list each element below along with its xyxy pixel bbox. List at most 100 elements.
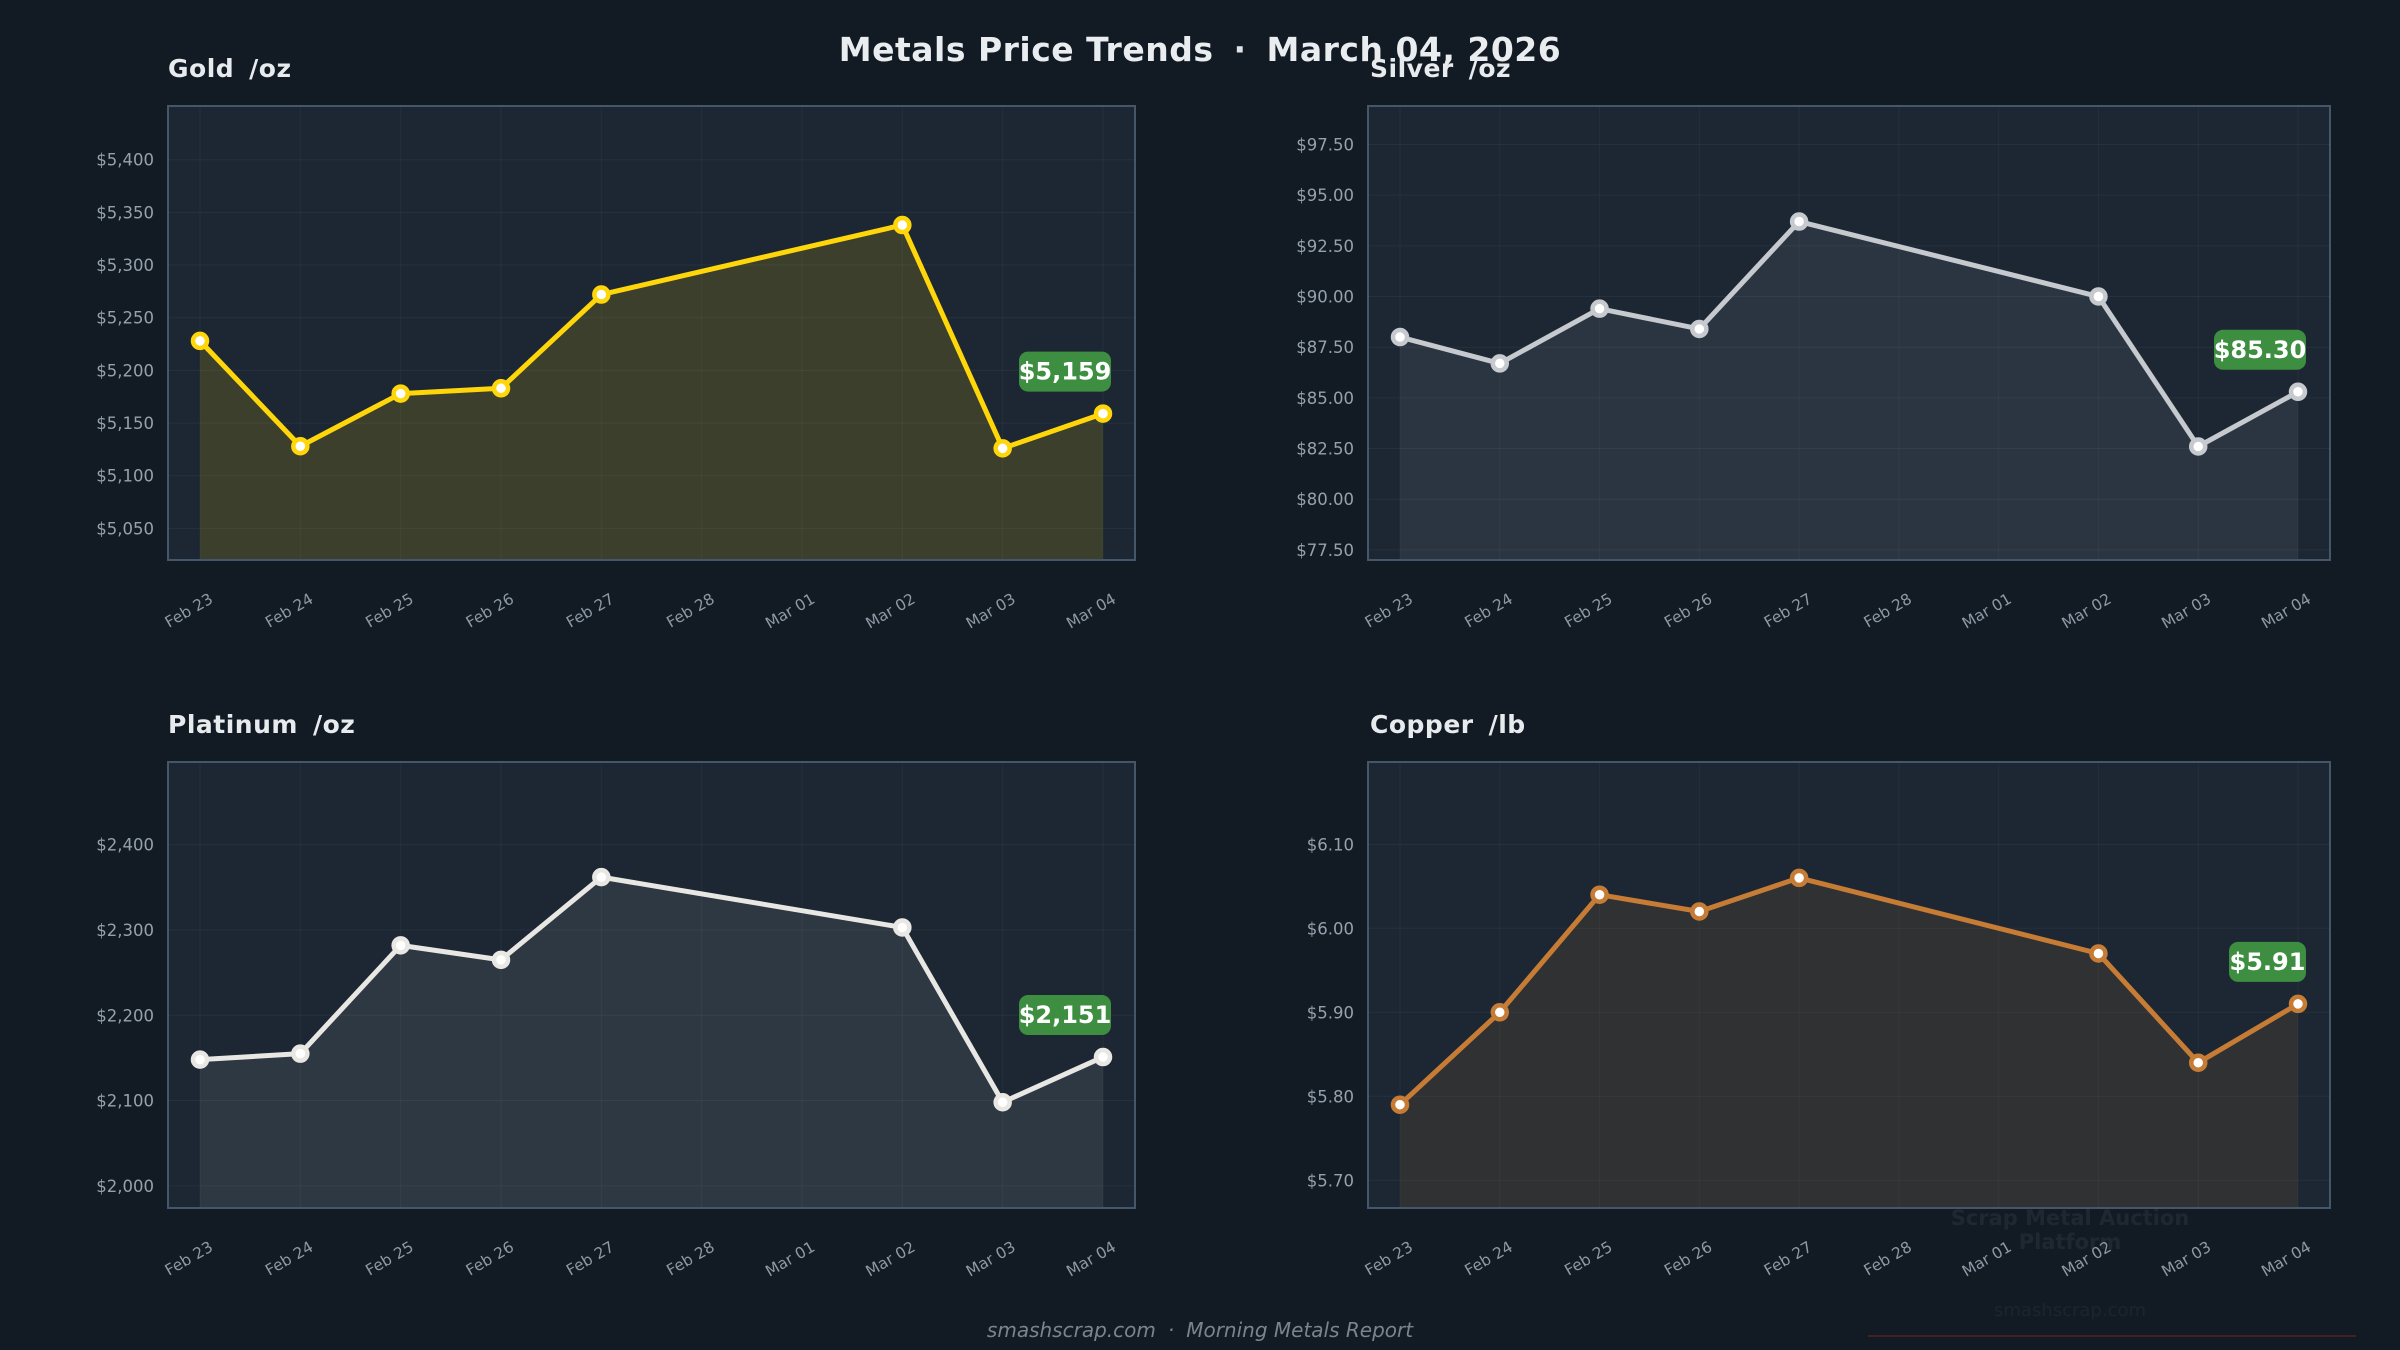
gold-x-tick-label: Mar 01 [762, 590, 818, 633]
page-footer: smashscrap.com · Morning Metals Report [0, 1318, 2400, 1342]
gold-data-point [491, 379, 511, 398]
silver-last-value-label: $85.30 [2214, 336, 2307, 364]
gold-x-tick-label: Feb 23 [162, 590, 216, 632]
copper-y-tick-label: $5.70 [1307, 1171, 1354, 1190]
gold-y-tick-label: $5,350 [96, 203, 154, 222]
copper-data-point [1390, 1095, 1410, 1114]
gold-data-point [291, 436, 310, 456]
silver-data-point [1690, 319, 1709, 339]
copper-plot-area [1367, 761, 2331, 1209]
gold-x-tick-label: Feb 25 [363, 590, 417, 632]
silver-last-value-badge [2214, 329, 2306, 370]
silver-y-tick-label: $90.00 [1296, 288, 1354, 307]
platinum-area-fill [200, 877, 1103, 1207]
silver-x-tick-label: Feb 24 [1462, 590, 1516, 632]
platinum-metal-unit: /oz [312, 710, 356, 739]
gold-area-fill [200, 225, 1103, 560]
footer-site: smashscrap.com [986, 1318, 1156, 1342]
copper-x-tick-label: Feb 23 [1362, 1238, 1416, 1280]
gold-y-tick-label: $5,300 [96, 256, 154, 275]
platinum-x-tick-label: Feb 26 [463, 1238, 517, 1280]
gold-y-tick-label: $5,150 [96, 414, 154, 433]
gold-plot-area [167, 105, 1136, 561]
platinum-plot-area [167, 761, 1136, 1209]
silver-y-tick-label: $82.50 [1296, 440, 1354, 459]
page-header: Metals Price Trends · March 04, 2026 [0, 30, 2400, 69]
gold-chart-title: Gold/oz [168, 54, 292, 83]
platinum-chart-title: Platinum/oz [168, 710, 355, 739]
title-separator: · [1233, 30, 1247, 69]
copper-y-tick-label: $5.90 [1307, 1003, 1354, 1022]
copper-data-point [1789, 868, 1809, 888]
gold-y-tick-label: $5,250 [96, 309, 154, 328]
gold-x-tick-label: Mar 04 [1063, 590, 1119, 633]
platinum-y-tick-label: $2,000 [96, 1177, 154, 1196]
copper-data-point [2288, 994, 2308, 1014]
silver-x-tick-label: Mar 04 [2258, 590, 2314, 633]
platinum-metal-name: Platinum [168, 710, 298, 739]
gold-x-tick-label: Feb 24 [262, 590, 316, 632]
copper-x-tick-label: Feb 24 [1462, 1238, 1516, 1280]
silver-y-tick-label: $92.50 [1296, 237, 1354, 256]
platinum-y-tick-label: $2,200 [96, 1006, 154, 1025]
platinum-y-tick-label: $2,400 [96, 836, 154, 855]
copper-area-fill [1400, 877, 2298, 1207]
silver-y-tick-label: $85.00 [1296, 389, 1354, 408]
copper-y-tick-label: $6.00 [1307, 919, 1354, 938]
platinum-x-tick-label: Feb 28 [664, 1238, 718, 1280]
watermark-platform-text: Scrap Metal Auction Platform [1950, 1206, 2190, 1254]
platinum-y-tick-label: $2,300 [96, 921, 154, 940]
silver-x-tick-label: Feb 27 [1761, 590, 1815, 632]
platinum-x-tick-label: Feb 23 [162, 1238, 216, 1280]
gold-y-tick-label: $5,100 [96, 467, 154, 486]
gold-data-point [1093, 404, 1113, 423]
copper-metal-name: Copper [1370, 710, 1474, 739]
silver-y-tick-label: $87.50 [1296, 338, 1354, 357]
footer-separator: · [1167, 1318, 1175, 1342]
silver-metal-unit: /oz [1468, 54, 1512, 83]
page-date: March 04, 2026 [1266, 30, 1562, 69]
gold-x-tick-label: Feb 26 [463, 590, 517, 632]
silver-data-point [2188, 437, 2208, 456]
gold-y-tick-label: $5,050 [96, 519, 154, 538]
platinum-data-point [491, 950, 511, 970]
silver-y-tick-label: $95.00 [1296, 186, 1354, 205]
gold-metal-name: Gold [168, 54, 235, 83]
copper-price-line [1397, 875, 2301, 1108]
silver-data-point [1490, 354, 1510, 373]
gold-x-tick-label: Feb 28 [664, 590, 718, 632]
silver-data-point [2089, 287, 2108, 306]
platinum-y-tick-label: $2,100 [96, 1092, 154, 1111]
copper-data-point [2089, 944, 2108, 963]
silver-data-point [1789, 212, 1809, 231]
gold-data-point [190, 331, 210, 351]
silver-x-tick-label: Feb 26 [1661, 590, 1715, 632]
platinum-data-point [1093, 1047, 1113, 1067]
platinum-data-point [190, 1050, 210, 1069]
copper-data-point [1590, 885, 1609, 904]
gold-data-point [592, 285, 611, 304]
copper-y-tick-label: $5.80 [1307, 1087, 1354, 1106]
platinum-x-tick-label: Feb 24 [262, 1238, 316, 1280]
silver-data-point [1590, 299, 1609, 318]
platinum-chart: $2,000 $2,100 $2,200 $2,300 $2,400 Feb 23 Feb … [96, 761, 1136, 1281]
platinum-data-point [893, 918, 912, 937]
silver-plot-area [1367, 105, 2331, 561]
silver-x-tick-label: Feb 23 [1362, 590, 1416, 632]
silver-x-tick-label: Mar 01 [1959, 590, 2015, 633]
copper-x-tick-label: Mar 04 [2258, 1238, 2314, 1281]
gold-data-point [993, 439, 1012, 458]
copper-x-tick-label: Feb 28 [1861, 1238, 1915, 1280]
silver-price-line [1397, 219, 2301, 449]
platinum-data-point [592, 867, 611, 887]
gold-last-value-badge [1019, 351, 1111, 392]
platinum-x-tick-label: Mar 03 [963, 1238, 1019, 1281]
silver-x-tick-label: Feb 25 [1561, 590, 1615, 632]
silver-y-tick-label: $97.50 [1296, 136, 1354, 155]
platinum-x-tick-label: Mar 02 [863, 1238, 919, 1281]
gold-x-tick-label: Mar 03 [963, 590, 1019, 633]
platinum-x-tick-label: Mar 04 [1063, 1238, 1119, 1281]
platinum-data-point [291, 1044, 310, 1063]
gold-last-value-label: $5,159 [1019, 358, 1112, 386]
